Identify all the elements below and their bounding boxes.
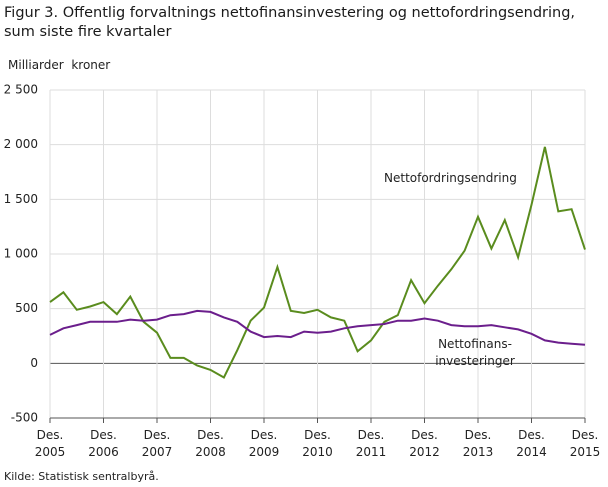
x-tick-label: Des. 2010 xyxy=(302,428,333,459)
y-tick-label: 0 xyxy=(30,356,38,370)
series-label: Nettofinans- investeringer xyxy=(435,337,515,368)
y-tick-label: 500 xyxy=(15,301,38,315)
x-tick-label: Des. 2015 xyxy=(569,428,601,459)
x-tick-label: Des. 2013 xyxy=(462,428,494,459)
series-label: Nettofordringsendring xyxy=(384,171,517,185)
y-tick-label: 1 000 xyxy=(4,247,38,261)
y-tick-label: -500 xyxy=(11,411,38,425)
x-tick-label: Des. 2012 xyxy=(409,428,440,459)
x-tick-label: Des. 2006 xyxy=(88,428,119,459)
x-tick-label: Des. 2009 xyxy=(248,428,280,459)
source: Kilde: Statistisk sentralbyrå. xyxy=(4,470,159,483)
x-tick-label: Des. 2011 xyxy=(355,428,387,459)
series-line xyxy=(49,309,586,346)
x-tick-label: Des. 2005 xyxy=(34,428,66,459)
chart-title: Figur 3. Offentlig forvaltnings nettofin… xyxy=(4,5,576,40)
y-tick-label: 2 000 xyxy=(4,137,38,151)
y-tick-label: 1 500 xyxy=(4,192,38,206)
x-tick-label: Des. 2014 xyxy=(516,428,547,459)
y-tick-label: 2 500 xyxy=(4,83,38,97)
series-line xyxy=(49,146,586,379)
x-tick-label: Des. 2008 xyxy=(195,428,226,459)
x-tick-label: Des. 2007 xyxy=(141,428,173,459)
y-axis-label: Milliarder kroner xyxy=(8,58,111,72)
